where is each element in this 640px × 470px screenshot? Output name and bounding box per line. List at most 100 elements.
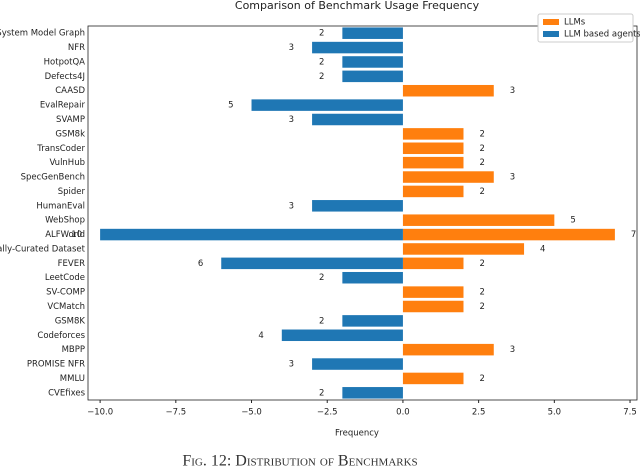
- data-label: 2: [319, 273, 324, 283]
- y-tick-label: PROMISE NFR: [27, 360, 85, 370]
- y-tick-label: CVEfixes: [48, 388, 85, 398]
- bar: [342, 271, 403, 284]
- data-label: 3: [510, 345, 515, 355]
- x-tick-label: 7.5: [623, 408, 637, 418]
- bar: [281, 329, 403, 342]
- y-tick-label: SpecGenBench: [21, 173, 85, 183]
- bar: [402, 171, 494, 183]
- x-tick-label: −5.0: [241, 408, 262, 418]
- data-label: 2: [479, 144, 484, 154]
- data-label: 3: [510, 86, 515, 96]
- data-label: 2: [479, 158, 484, 168]
- y-tick-label: Spider: [58, 187, 86, 197]
- data-label: 2: [479, 129, 484, 139]
- data-label: 2: [479, 187, 484, 197]
- data-label: 2: [319, 72, 324, 82]
- y-tick-label: System Model Graph: [0, 29, 85, 39]
- y-tick-label: HotpotQA: [44, 57, 86, 67]
- bar: [402, 142, 464, 155]
- y-tick-label: GSM8K: [55, 316, 86, 326]
- bar: [312, 200, 403, 212]
- data-label: 2: [479, 259, 484, 269]
- legend-swatch: [543, 31, 559, 37]
- bar: [342, 70, 403, 83]
- bar: [312, 358, 403, 370]
- bar: [402, 243, 525, 255]
- y-tick-label: SVAMP: [56, 115, 85, 125]
- data-label: 3: [289, 360, 294, 370]
- legend-box: [537, 13, 634, 43]
- data-label: 5: [228, 101, 233, 111]
- data-label: 6: [198, 259, 203, 269]
- y-tick-label: HumanEval: [36, 201, 85, 211]
- bar: [342, 387, 403, 399]
- bar: [100, 228, 403, 241]
- data-label: 2: [479, 302, 484, 312]
- data-label: 4: [540, 244, 545, 254]
- bar: [402, 257, 464, 270]
- bar: [221, 257, 403, 270]
- y-tick-label: Defects4J: [45, 72, 85, 82]
- data-label: 2: [319, 57, 324, 67]
- x-tick-label: 2.5: [472, 408, 486, 418]
- y-tick-label: CAASD: [55, 86, 85, 96]
- caption: Fig. 12: Distribution of Benchmarks: [182, 453, 417, 466]
- x-axis-label: Frequency: [335, 429, 379, 439]
- bar: [402, 343, 494, 356]
- data-label: 7: [631, 230, 636, 240]
- bar: [312, 113, 403, 126]
- data-label: 3: [289, 115, 294, 125]
- data-label: 2: [319, 316, 324, 326]
- bar: [402, 156, 464, 169]
- x-tick-label: −10.0: [87, 408, 113, 418]
- legend-label: LLM based agents: [564, 30, 640, 40]
- x-tick-label: −7.5: [165, 408, 186, 418]
- y-tick-label: GSM8k: [55, 129, 85, 139]
- bar: [342, 315, 403, 327]
- legend-label: LLMs: [564, 18, 586, 28]
- y-tick-label: MBPP: [62, 345, 85, 355]
- y-tick-label: VulnHub: [49, 158, 85, 168]
- data-label: 2: [319, 388, 324, 398]
- bar: [342, 56, 403, 68]
- bar: [402, 300, 464, 313]
- data-label: 3: [289, 201, 294, 211]
- x-tick-label: 0.0: [396, 408, 410, 418]
- y-tick-label: EvalRepair: [40, 101, 86, 111]
- data-label: 10: [71, 230, 82, 240]
- y-tick-label: Codeforces: [37, 331, 85, 341]
- bar: [312, 41, 403, 54]
- bar: [402, 286, 464, 298]
- bar: [402, 128, 464, 140]
- y-tick-label: WebShop: [45, 216, 85, 226]
- y-tick-label: TransCoder: [36, 144, 85, 154]
- data-label: 2: [319, 29, 324, 39]
- bar: [402, 185, 464, 198]
- y-tick-label: Manually-Curated Dataset: [0, 244, 86, 254]
- chart-title: Comparison of Benchmark Usage Frequency: [235, 0, 480, 12]
- y-tick-label: NFR: [68, 43, 85, 53]
- bar: [402, 214, 555, 226]
- y-tick-label: SV-COMP: [46, 288, 85, 298]
- legend-swatch: [543, 19, 559, 25]
- plot-frame: [87, 25, 638, 401]
- y-tick-label: ALFWorld: [45, 230, 85, 240]
- data-label: 4: [258, 331, 263, 341]
- data-label: 2: [479, 374, 484, 384]
- x-tick-label: 5.0: [548, 408, 562, 418]
- y-tick-label: FEVER: [58, 259, 85, 269]
- bar: [402, 84, 494, 97]
- bar: [402, 228, 615, 241]
- data-label: 5: [570, 216, 575, 226]
- y-tick-label: LeetCode: [45, 273, 85, 283]
- data-label: 3: [289, 43, 294, 53]
- data-label: 2: [479, 288, 484, 298]
- y-tick-label: MMLU: [60, 374, 85, 384]
- bar: [342, 27, 403, 39]
- bar: [402, 372, 464, 385]
- x-tick-label: −2.5: [317, 408, 338, 418]
- bar: [251, 99, 403, 111]
- y-tick-label: VCMatch: [47, 302, 85, 312]
- data-label: 3: [510, 173, 515, 183]
